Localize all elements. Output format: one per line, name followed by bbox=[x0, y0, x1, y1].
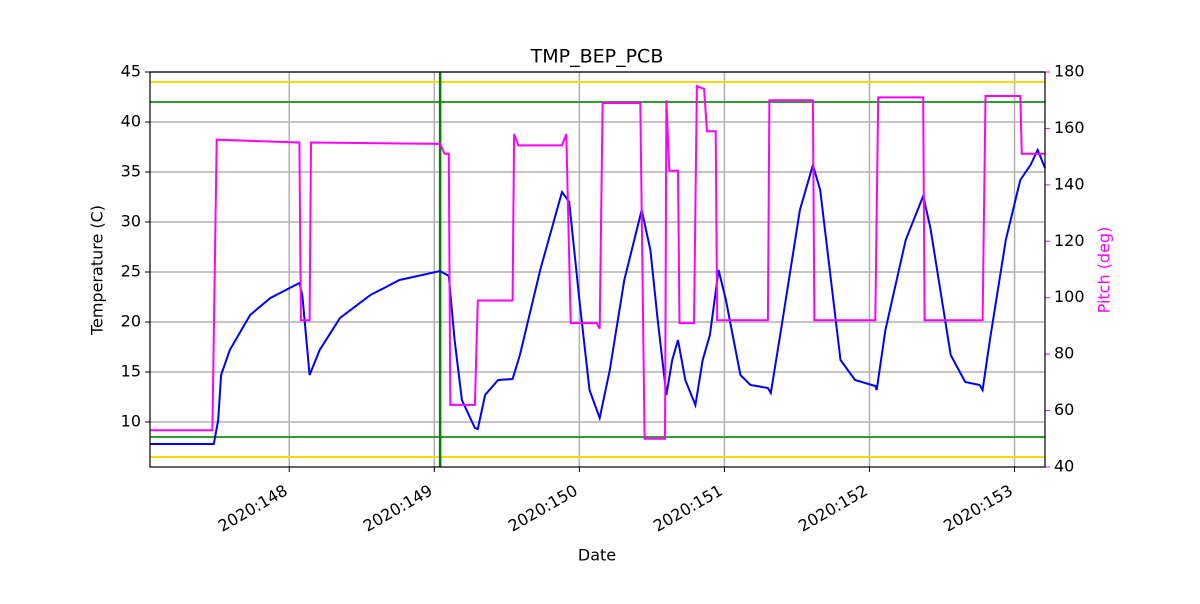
data-line bbox=[150, 84, 1045, 440]
y2-axis-label: Pitch (deg) bbox=[1095, 227, 1114, 314]
y-tick-label: 40 bbox=[121, 112, 141, 131]
x-tick-label: 2020:152 bbox=[795, 481, 871, 536]
x-axis-label: Date bbox=[578, 546, 616, 565]
data-line bbox=[150, 147, 1046, 445]
y-tick-label: 35 bbox=[121, 162, 141, 181]
y-tick-label: 15 bbox=[121, 362, 141, 381]
y2-tick-label: 80 bbox=[1054, 344, 1074, 363]
y2-tick-label: 160 bbox=[1054, 118, 1085, 137]
y-tick-label: 10 bbox=[121, 412, 141, 431]
y-axis-label: Temperature (C) bbox=[88, 205, 107, 336]
y-tick-label: 20 bbox=[121, 312, 141, 331]
y-tick-label: 45 bbox=[121, 62, 141, 81]
y-tick-label: 25 bbox=[121, 262, 141, 281]
plot-frame bbox=[149, 71, 1046, 468]
x-tick-label: 2020:153 bbox=[940, 481, 1016, 536]
x-tick-label: 2020:150 bbox=[505, 481, 581, 536]
y2-tick-label: 120 bbox=[1054, 231, 1085, 250]
y2-tick-label: 100 bbox=[1054, 287, 1085, 306]
x-tick-label: 2020:148 bbox=[215, 481, 291, 536]
y2-tick-label: 40 bbox=[1054, 457, 1074, 476]
x-tick-label: 2020:151 bbox=[650, 481, 726, 536]
y2-tick-label: 180 bbox=[1054, 62, 1085, 81]
y-tick-label: 30 bbox=[121, 212, 141, 231]
x-tick-label: 2020:149 bbox=[360, 481, 436, 536]
chart-title: TMP_BEP_PCB bbox=[530, 46, 664, 68]
y2-tick-label: 140 bbox=[1054, 174, 1085, 193]
y2-tick-label: 60 bbox=[1054, 400, 1074, 419]
